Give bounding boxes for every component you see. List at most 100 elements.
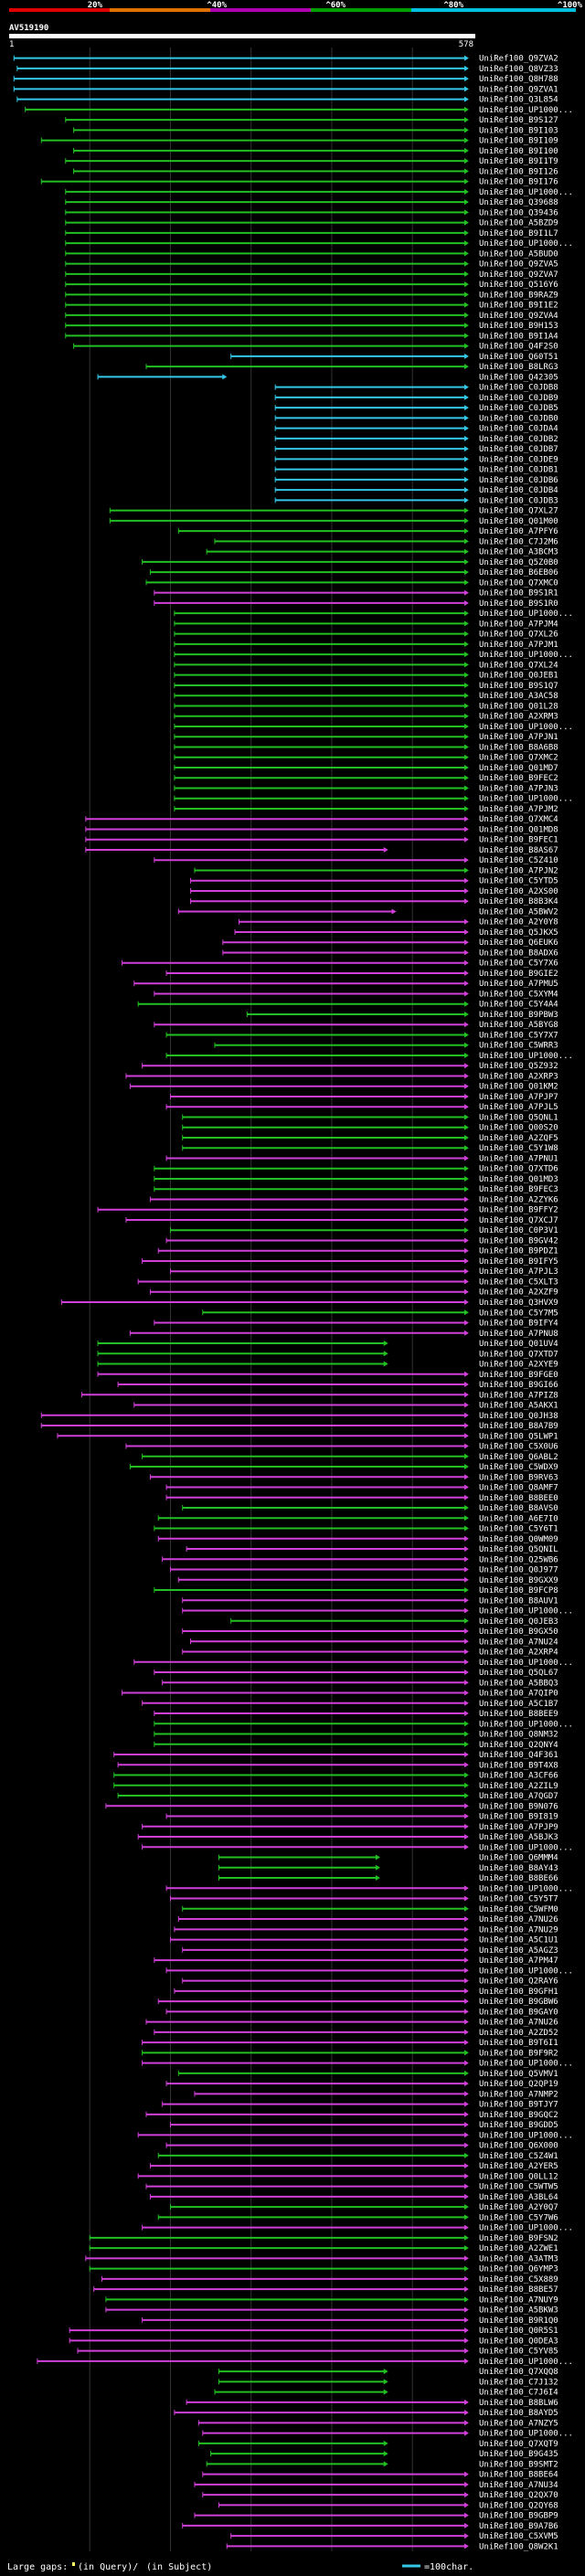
hit-label[interactable]: UniRef100_B9I1L7 — [479, 229, 558, 239]
hit-row[interactable]: UniRef100_C5Y1W8 — [182, 1144, 558, 1153]
hit-row[interactable]: UniRef100_B9GIE2 — [165, 970, 558, 979]
hit-label[interactable]: UniRef100_A7NZY5 — [479, 2419, 558, 2428]
hit-row[interactable]: UniRef100_A5BWV2 — [177, 907, 558, 917]
hit-label[interactable]: UniRef100_Q0JEB1 — [479, 672, 558, 681]
hit-label[interactable]: UniRef100_B8BE64 — [479, 2471, 558, 2480]
hit-label[interactable]: UniRef100_C5X889 — [479, 2275, 558, 2284]
hit-row[interactable]: UniRef100_Q6ABL2 — [142, 1453, 558, 1462]
hit-row[interactable]: UniRef100_UP1000... — [142, 1843, 573, 1852]
hit-row[interactable]: UniRef100_Q5QNIL — [186, 1545, 558, 1554]
hit-row[interactable]: UniRef100_C0JDB0 — [274, 414, 558, 423]
hit-row[interactable]: UniRef100_A7PJM2 — [174, 805, 558, 814]
hit-row[interactable]: UniRef100_A7PJN2 — [194, 866, 558, 875]
hit-label[interactable]: UniRef100_B8AY43 — [479, 1864, 558, 1873]
hit-label[interactable]: UniRef100_A5BYG8 — [479, 1021, 558, 1030]
hit-row[interactable]: UniRef100_Q00S20 — [182, 1124, 558, 1133]
hit-row[interactable]: UniRef100_B9I1T9 — [65, 157, 558, 166]
hit-label[interactable]: UniRef100_B9GBP9 — [479, 2512, 558, 2521]
hit-label[interactable]: UniRef100_B9T4X8 — [479, 1761, 558, 1770]
hit-row[interactable]: UniRef100_B9I176 — [40, 178, 558, 187]
hit-row[interactable]: UniRef100_C5Y5T7 — [169, 1895, 558, 1904]
hit-row[interactable]: UniRef100_C0JDB5 — [274, 404, 558, 413]
hit-row[interactable]: UniRef100_A7PMU5 — [133, 980, 558, 989]
hit-label[interactable]: UniRef100_Q60T51 — [479, 353, 558, 362]
hit-row[interactable]: UniRef100_A3AC58 — [174, 692, 558, 701]
hit-row[interactable]: UniRef100_A3BCM3 — [206, 548, 558, 557]
hit-label[interactable]: UniRef100_A7PMU5 — [479, 980, 558, 989]
hit-row[interactable]: UniRef100_Q60T51 — [230, 353, 558, 362]
hit-row[interactable]: UniRef100_B9I819 — [165, 1813, 558, 1822]
hit-row[interactable]: UniRef100_Q0JH38 — [40, 1412, 558, 1421]
hit-row[interactable]: UniRef100_Q0JEB1 — [174, 672, 558, 681]
hit-row[interactable]: UniRef100_UP1000... — [174, 795, 573, 804]
hit-row[interactable]: UniRef100_B8BEE9 — [154, 1710, 558, 1719]
hit-row[interactable]: UniRef100_A2ZQF5 — [182, 1134, 558, 1143]
hit-row[interactable]: UniRef100_A3BL64 — [149, 2193, 558, 2202]
hit-row[interactable]: UniRef100_B8BLW6 — [186, 2399, 558, 2408]
hit-row[interactable]: UniRef100_A7PNU1 — [165, 1154, 558, 1163]
hit-row[interactable]: UniRef100_C5WDX9 — [129, 1463, 558, 1472]
hit-row[interactable]: UniRef100_C0JDB1 — [274, 466, 558, 475]
hit-row[interactable]: UniRef100_B9SMT2 — [206, 2460, 558, 2469]
hit-label[interactable]: UniRef100_A7PJL5 — [479, 1103, 558, 1112]
hit-row[interactable]: UniRef100_Q01UV4 — [97, 1340, 558, 1349]
hit-row[interactable]: UniRef100_Q7XL24 — [174, 661, 558, 670]
hit-label[interactable]: UniRef100_C5Y7M5 — [479, 1309, 558, 1318]
hit-label[interactable]: UniRef100_Q01MD8 — [479, 825, 558, 834]
hit-label[interactable]: UniRef100_Q7XL27 — [479, 507, 558, 516]
hit-label[interactable]: UniRef100_A5BZD9 — [479, 219, 558, 228]
hit-row[interactable]: UniRef100_B9FEC3 — [154, 1185, 558, 1194]
hit-label[interactable]: UniRef100_Q0R5S1 — [479, 2327, 558, 2336]
hit-label[interactable]: UniRef100_B9A7B6 — [479, 2522, 558, 2531]
hit-row[interactable]: UniRef100_B9FSN2 — [89, 2234, 558, 2243]
hit-row[interactable]: UniRef100_Q516Y6 — [65, 281, 558, 290]
hit-row[interactable]: UniRef100_C5WTW5 — [145, 2183, 558, 2192]
hit-label[interactable]: UniRef100_B9GFH1 — [479, 1988, 558, 1997]
hit-row[interactable]: UniRef100_A7PIZ8 — [80, 1391, 558, 1400]
hit-label[interactable]: UniRef100_A3ATM3 — [479, 2254, 558, 2263]
hit-label[interactable]: UniRef100_C5Y5T7 — [479, 1895, 558, 1904]
hit-row[interactable]: UniRef100_Q01MD8 — [85, 825, 558, 834]
hit-label[interactable]: UniRef100_Q4F361 — [479, 1751, 558, 1760]
hit-label[interactable]: UniRef100_C0JDA4 — [479, 425, 558, 434]
hit-row[interactable]: UniRef100_A7PFY6 — [177, 527, 558, 536]
hit-row[interactable]: UniRef100_B8B3K4 — [190, 897, 558, 906]
hit-label[interactable]: UniRef100_UP1000... — [479, 1720, 573, 1729]
hit-label[interactable]: UniRef100_Q5Z932 — [479, 1062, 558, 1071]
hit-label[interactable]: UniRef100_Q39436 — [479, 208, 558, 217]
hit-label[interactable]: UniRef100_C0JDB0 — [479, 414, 558, 423]
hit-row[interactable]: UniRef100_C7J2M6 — [214, 537, 558, 546]
hit-label[interactable]: UniRef100_Q7XMC0 — [479, 578, 558, 588]
hit-row[interactable]: UniRef100_Q01L28 — [174, 702, 558, 711]
hit-row[interactable]: UniRef100_UP1000... — [182, 1607, 573, 1617]
hit-row[interactable]: UniRef100_B9FEC2 — [174, 774, 558, 783]
hit-row[interactable]: UniRef100_B8BE66 — [218, 1874, 558, 1883]
hit-row[interactable]: UniRef100_Q5QL67 — [154, 1669, 558, 1678]
hit-label[interactable]: UniRef100_A2ZD52 — [479, 2029, 558, 2038]
hit-row[interactable]: UniRef100_A7NMP2 — [194, 2090, 558, 2099]
hit-label[interactable]: UniRef100_C5XLT3 — [479, 1277, 558, 1287]
hit-label[interactable]: UniRef100_Q8NM32 — [479, 1731, 558, 1740]
hit-label[interactable]: UniRef100_UP1000... — [479, 188, 573, 197]
hit-row[interactable]: UniRef100_Q2QP19 — [165, 2080, 558, 2089]
hit-label[interactable]: UniRef100_C7J132 — [479, 2378, 558, 2387]
hit-label[interactable]: UniRef100_C0JDB6 — [479, 476, 558, 485]
hit-label[interactable]: UniRef100_C5Y6T1 — [479, 1525, 558, 1534]
hit-row[interactable]: UniRef100_UP1000... — [174, 651, 573, 660]
hit-label[interactable]: UniRef100_B9I103 — [479, 126, 558, 135]
hit-label[interactable]: UniRef100_C5XYM4 — [479, 990, 558, 999]
hit-row[interactable]: UniRef100_Q3HVX9 — [60, 1299, 558, 1308]
hit-row[interactable]: UniRef100_Q01MD7 — [174, 764, 558, 773]
hit-row[interactable]: UniRef100_B8AVS0 — [182, 1504, 558, 1513]
hit-label[interactable]: UniRef100_C0JDB4 — [479, 486, 558, 495]
hit-label[interactable]: UniRef100_C5YTD5 — [479, 877, 558, 886]
hit-row[interactable]: UniRef100_A7PJN1 — [174, 733, 558, 742]
hit-label[interactable]: UniRef100_A7PJM2 — [479, 805, 558, 814]
hit-label[interactable]: UniRef100_A5C1U1 — [479, 1936, 558, 1945]
hit-label[interactable]: UniRef100_C5Z410 — [479, 856, 558, 865]
hit-row[interactable]: UniRef100_B9I1L7 — [65, 229, 558, 239]
hit-label[interactable]: UniRef100_B8AS67 — [479, 846, 558, 855]
hit-label[interactable]: UniRef100_Q5JKX5 — [479, 928, 558, 938]
hit-row[interactable]: UniRef100_C0JDB9 — [274, 394, 558, 403]
hit-label[interactable]: UniRef100_C5WTW5 — [479, 2183, 558, 2192]
